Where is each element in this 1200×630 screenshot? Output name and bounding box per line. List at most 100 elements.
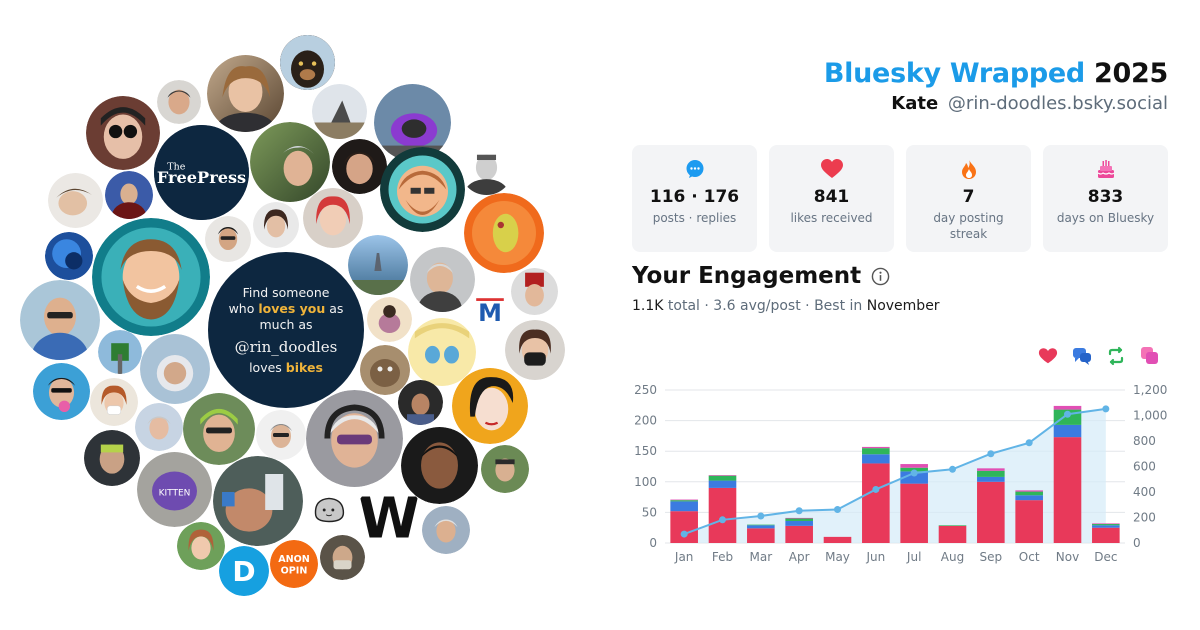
- avatar[interactable]: [306, 390, 403, 487]
- bar-segment-reply: [977, 476, 1005, 482]
- avatar[interactable]: [135, 403, 183, 451]
- heart-icon[interactable]: [1038, 346, 1058, 366]
- avatar[interactable]: [464, 193, 544, 273]
- bar-segment-reply: [708, 480, 737, 488]
- cumulative-point: [949, 465, 956, 473]
- avatar[interactable]: KITTEN: [137, 452, 212, 527]
- avatar[interactable]: [92, 218, 210, 336]
- avatar[interactable]: [360, 345, 410, 395]
- avatar[interactable]: [33, 363, 90, 420]
- long-covid-awareness-badge[interactable]: [380, 147, 465, 232]
- stat-card-days: 833 days on Bluesky: [1043, 145, 1168, 252]
- avatar[interactable]: [398, 380, 443, 425]
- cumulative-point: [1064, 410, 1071, 418]
- avatar[interactable]: [348, 235, 408, 295]
- avatar[interactable]: [213, 456, 303, 546]
- avatar[interactable]: [303, 188, 363, 248]
- bar-segment-heart: [900, 483, 928, 543]
- user-name: Kate: [891, 93, 939, 114]
- x-tick-label: Dec: [1094, 550, 1117, 564]
- center-line-1: Find someone: [242, 284, 330, 300]
- bar-segment-repost: [977, 470, 1005, 477]
- bar-segment-repost: [938, 525, 967, 526]
- avatar[interactable]: [183, 393, 255, 465]
- avatar[interactable]: [280, 35, 335, 90]
- stat-label: posts · replies: [652, 211, 737, 225]
- cumulative-point: [1025, 439, 1033, 447]
- bar-segment-heart: [977, 481, 1005, 543]
- x-tick-label: Nov: [1056, 550, 1079, 564]
- avatar[interactable]: [253, 202, 299, 248]
- free-press-the: The: [167, 162, 185, 173]
- user-handle[interactable]: @rin-doodles.bsky.social: [947, 93, 1168, 114]
- x-tick-label: Feb: [712, 550, 733, 564]
- bar-segment-quote: [708, 475, 737, 476]
- brand-name: Bluesky Wrapped: [823, 58, 1085, 89]
- avatar[interactable]: [511, 268, 558, 315]
- avatar[interactable]: [48, 173, 103, 228]
- avatar[interactable]: [207, 55, 284, 132]
- stat-value: 7: [962, 187, 975, 207]
- stat-label: days on Bluesky: [1056, 211, 1155, 225]
- avatar[interactable]: [86, 96, 160, 170]
- avatar[interactable]: [105, 171, 153, 219]
- avatar[interactable]: [408, 318, 476, 386]
- engagement-total: 1.1K: [632, 298, 664, 314]
- y-right-tick-label: 400: [1133, 485, 1156, 499]
- x-tick-label: May: [825, 550, 850, 564]
- avatar[interactable]: [505, 320, 565, 380]
- avatar[interactable]: [312, 84, 367, 139]
- avatar[interactable]: [305, 485, 353, 533]
- avatar[interactable]: [177, 522, 225, 570]
- engagement-chart: 0 50 100 150 200 250 0 200 400 600 800 1,000 1,200 Ja…: [634, 383, 1167, 564]
- avatar[interactable]: [90, 378, 138, 426]
- engagement-avg: 3.6 avg/post: [713, 298, 801, 314]
- engagement-section-title: Your Engagement: [632, 263, 890, 289]
- info-icon[interactable]: [871, 267, 890, 286]
- bar-segment-heart: [823, 536, 852, 543]
- bar-segment-heart: [785, 525, 813, 543]
- avatar[interactable]: [256, 410, 306, 460]
- quote-icon[interactable]: [1140, 346, 1160, 366]
- avatar[interactable]: D: [219, 546, 269, 596]
- bar-segment-quote: [1015, 490, 1043, 492]
- avatar[interactable]: [250, 122, 330, 202]
- x-tick-label: Jan: [674, 550, 694, 564]
- avatar[interactable]: [452, 368, 528, 444]
- bar-segment-quote: [977, 468, 1005, 471]
- reply-icon[interactable]: [1072, 346, 1092, 366]
- avatar[interactable]: [20, 280, 100, 360]
- avatar[interactable]: [422, 506, 470, 554]
- bar-segment-repost: [785, 518, 813, 521]
- avatar[interactable]: [157, 80, 201, 124]
- avatar[interactable]: [45, 232, 93, 280]
- avatar[interactable]: [410, 247, 475, 312]
- avatar[interactable]: W: [355, 483, 423, 551]
- center-quote-bubble: Find someone who loves you as much as @r…: [208, 252, 364, 408]
- avatar[interactable]: [320, 535, 365, 580]
- avatar[interactable]: [140, 334, 210, 404]
- avatar[interactable]: [332, 139, 387, 194]
- avatar[interactable]: [84, 430, 140, 486]
- avatar[interactable]: M: [467, 289, 513, 335]
- avatar[interactable]: [401, 427, 478, 504]
- bar-segment-quote: [862, 446, 890, 449]
- avatar[interactable]: [98, 330, 142, 374]
- avatar[interactable]: [481, 445, 529, 493]
- avatar[interactable]: [367, 297, 412, 342]
- cumulative-point: [872, 485, 880, 493]
- avatar[interactable]: [460, 142, 513, 195]
- bar-segment-heart: [670, 511, 698, 543]
- free-press-logo[interactable]: The FreePress: [154, 125, 249, 220]
- y-right-tick-label: 0: [1133, 536, 1141, 550]
- flame-icon: [906, 159, 1031, 179]
- repost-icon[interactable]: [1106, 346, 1126, 366]
- svg-text:D: D: [232, 555, 255, 588]
- x-tick-label: Aug: [941, 550, 964, 564]
- wrapped-header: Bluesky Wrapped 2025 Kate @rin-doodles.b…: [824, 58, 1168, 114]
- bar-segment-reply: [862, 454, 890, 464]
- avatar[interactable]: [205, 216, 251, 262]
- y-right-tick-label: 200: [1133, 511, 1156, 525]
- bar-segment-heart: [747, 528, 775, 543]
- anon-opinion-logo[interactable]: ANON OPIN: [270, 540, 318, 588]
